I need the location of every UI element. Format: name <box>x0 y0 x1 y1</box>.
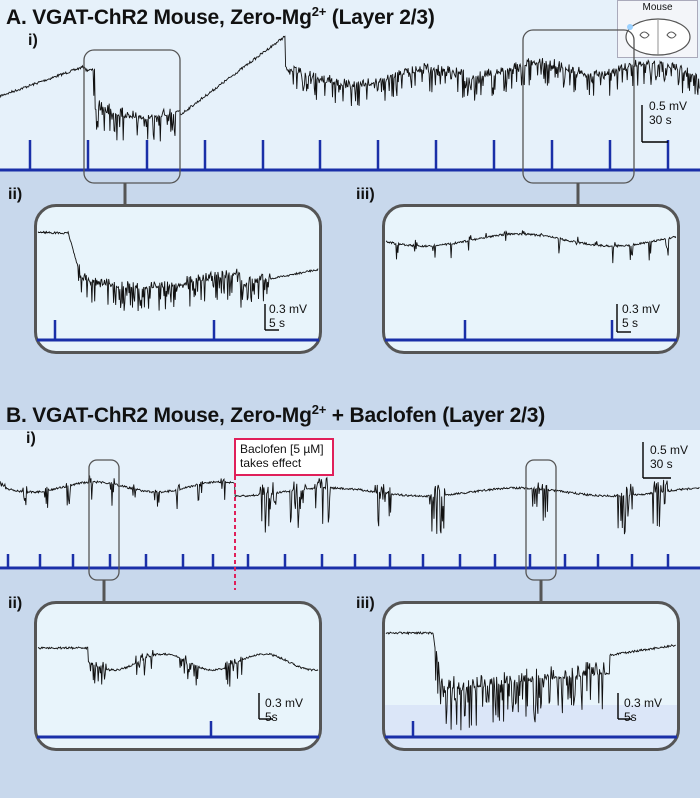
panel-a-zoom-region-iii <box>522 29 635 184</box>
panel-b-ii-scale-v: 0.3 mV <box>265 696 304 710</box>
panel-b-iii-scale-t: 5s <box>624 710 637 724</box>
panel-a-scale-v: 0.5 mV <box>649 99 688 113</box>
panel-a-title: A. VGAT-ChR2 Mouse, Zero-Mg2+ (Layer 2/3… <box>6 4 435 29</box>
panel-a-sub-ii: ii) <box>8 186 23 203</box>
panel-b-sub-i: i) <box>26 430 36 447</box>
panel-b-title: B. VGAT-ChR2 Mouse, Zero-Mg2+ + Baclofen… <box>6 402 546 427</box>
panel-b-ii-scale-t: 5s <box>265 710 278 724</box>
panel-b-iii-trace <box>385 631 676 731</box>
panel-a-iii-scale-t: 5 s <box>622 316 639 330</box>
panel-b-sub-iii: iii) <box>356 595 375 612</box>
panel-b-ii-trace <box>37 646 319 687</box>
callout-line-2: takes effect <box>240 456 302 470</box>
baclofen-callout: Baclofen [5 µM] takes effect <box>234 438 334 476</box>
panel-a-ii-trace <box>37 230 319 312</box>
panel-b-background <box>0 430 700 570</box>
mouse-brain-icon: Mouse <box>617 0 698 58</box>
panel-b-iii-scale-v: 0.3 mV <box>624 696 663 710</box>
panel-a-inset-ii <box>34 204 322 354</box>
callout-line-1: Baclofen [5 µM] <box>240 442 324 456</box>
panel-a-ii-scale-v: 0.3 mV <box>269 302 308 316</box>
panel-b-scale-t: 30 s <box>650 457 673 471</box>
panel-a-inset-iii <box>382 204 680 354</box>
panel-a-sub-i: i) <box>28 32 38 49</box>
mouse-label: Mouse <box>642 2 673 13</box>
panel-b-zoom-region-ii <box>88 459 120 581</box>
panel-a-zoom-region-ii <box>83 49 181 184</box>
panel-a-iii-trace <box>385 230 677 264</box>
panel-a-ii-scale-t: 5 s <box>269 316 286 330</box>
panel-b-inset-ii <box>34 601 322 751</box>
panel-b-scale-v: 0.5 mV <box>650 443 689 457</box>
panel-a-main-trace <box>0 35 700 142</box>
panel-a-iii-scale-v: 0.3 mV <box>622 302 661 316</box>
panel-a-sub-iii: iii) <box>356 186 375 203</box>
panel-b-sub-ii: ii) <box>8 595 23 612</box>
panel-a-scale-t: 30 s <box>649 113 672 127</box>
panel-b-main-trace <box>0 475 700 535</box>
panel-b-inset-iii <box>382 601 680 751</box>
